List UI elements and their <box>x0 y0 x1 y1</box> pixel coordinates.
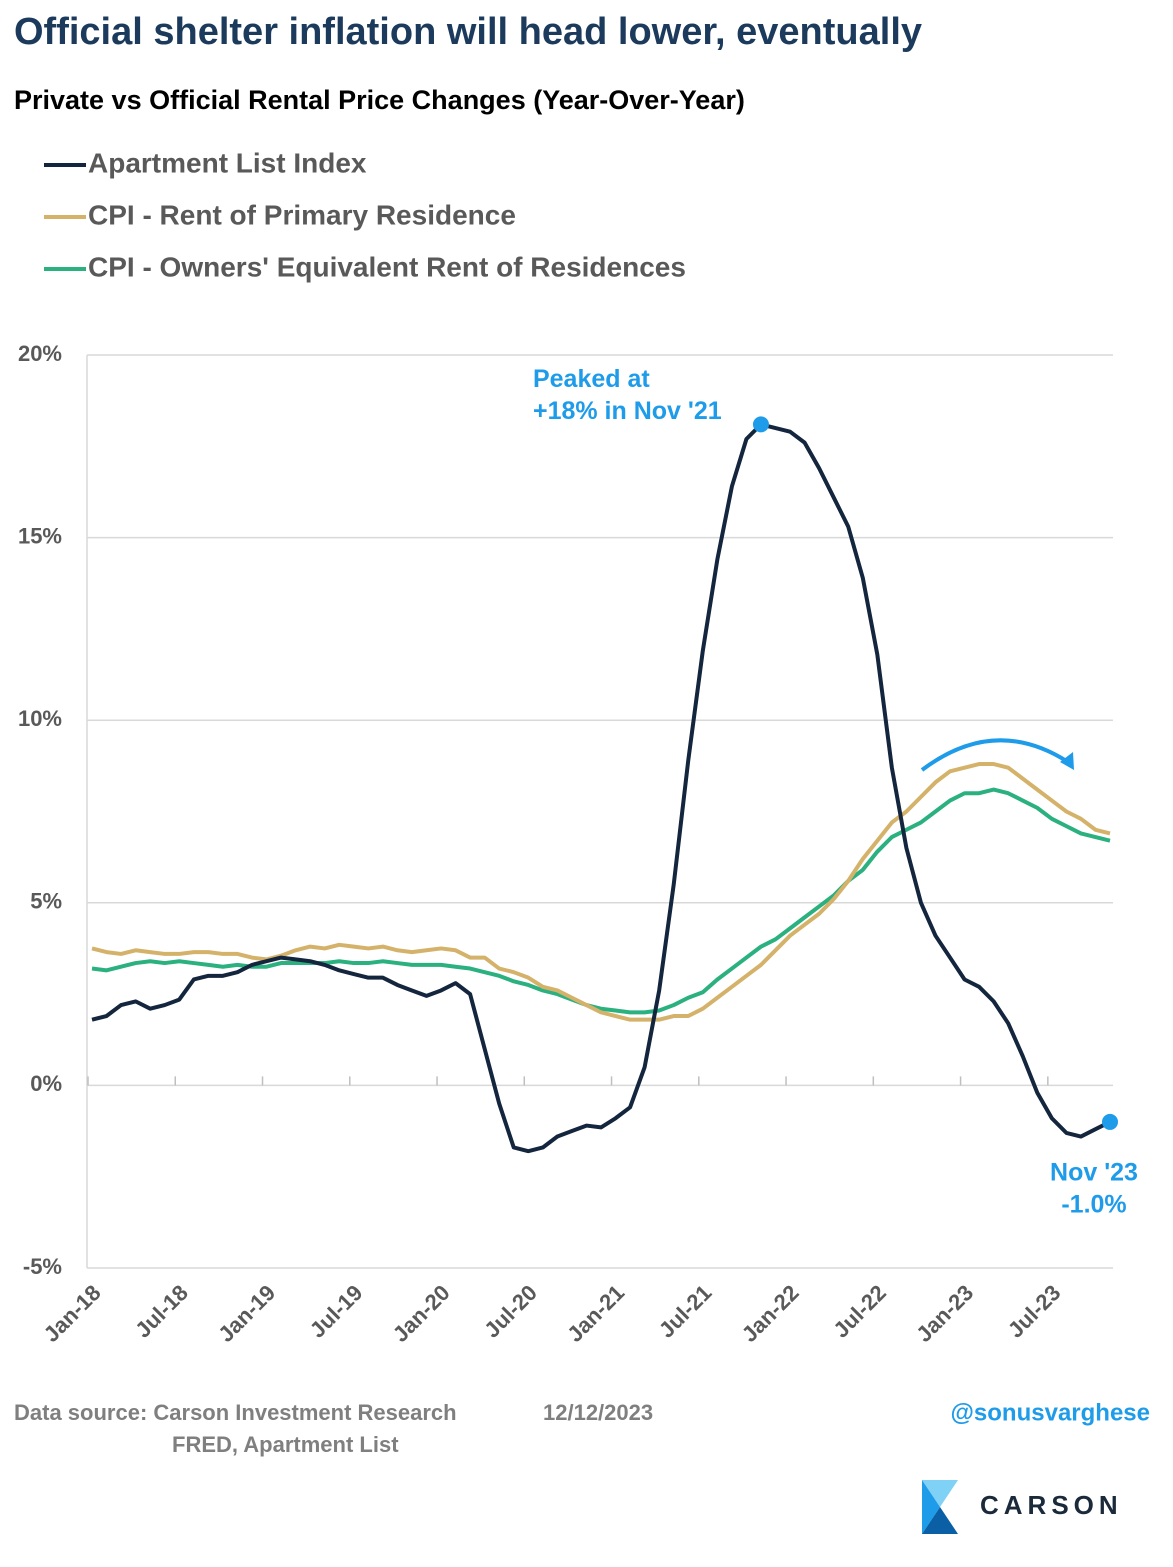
y-tick-label: 0% <box>30 1071 62 1096</box>
logo-shape <box>922 1480 940 1534</box>
source-detail: FRED, Apartment List <box>172 1432 399 1457</box>
handle: @sonusvarghese <box>951 1399 1150 1426</box>
arrow-head <box>1060 752 1074 770</box>
x-tick-label: Jul-22 <box>828 1280 891 1343</box>
x-tick-label: Jul-18 <box>130 1280 193 1343</box>
y-tick-label: 15% <box>18 523 62 548</box>
y-tick-label: 20% <box>18 341 62 366</box>
y-tick-label: 10% <box>18 706 62 731</box>
x-tick-label: Jan-19 <box>213 1280 280 1347</box>
legend-label: CPI - Owners' Equivalent Rent of Residen… <box>88 251 686 282</box>
annotation: -1.0% <box>1061 1191 1126 1219</box>
series-line <box>91 422 1111 1154</box>
y-tick-label: 5% <box>30 889 62 914</box>
annotation: Nov '23 <box>1050 1159 1138 1187</box>
chart-subtitle: Private vs Official Rental Price Changes… <box>14 85 745 115</box>
x-tick-label: Jul-19 <box>305 1280 368 1343</box>
x-tick-label: Jan-20 <box>388 1280 455 1347</box>
series-line <box>91 787 1111 1015</box>
annotation: Peaked at <box>533 365 650 393</box>
annotation: +18% in Nov '21 <box>533 397 722 425</box>
arrow <box>920 738 1070 772</box>
x-tick-label: Jul-20 <box>479 1280 542 1343</box>
legend-label: CPI - Rent of Primary Residence <box>88 199 516 230</box>
x-tick-label: Jan-22 <box>737 1280 804 1347</box>
highlight-point <box>752 416 769 433</box>
logo-shape <box>922 1480 958 1507</box>
chart-title: Official shelter inflation will head low… <box>14 11 922 53</box>
x-tick-label: Jan-21 <box>562 1280 629 1347</box>
series-line <box>91 762 1111 1022</box>
x-tick-label: Jul-23 <box>1003 1280 1066 1343</box>
brand: CARSON <box>980 1490 1123 1520</box>
x-tick-label: Jan-18 <box>39 1280 106 1347</box>
date: 12/12/2023 <box>543 1400 653 1425</box>
logo: CARSON <box>922 1480 1123 1534</box>
legend-label: Apartment List Index <box>88 147 367 178</box>
source: Data source: Carson Investment Research <box>14 1400 457 1425</box>
highlight-point <box>1102 1113 1118 1130</box>
logo-shape <box>922 1507 958 1534</box>
y-tick-label: -5% <box>23 1254 62 1279</box>
x-tick-label: Jan-23 <box>911 1280 978 1347</box>
x-tick-label: Jul-21 <box>654 1280 717 1343</box>
